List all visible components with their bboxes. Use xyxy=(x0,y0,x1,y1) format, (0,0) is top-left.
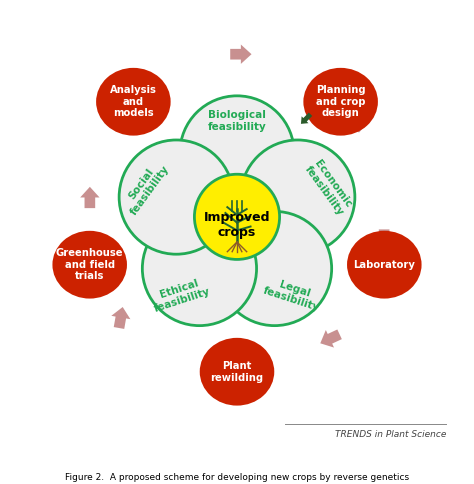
Text: Figure 2.  A proposed scheme for developing new crops by reverse genetics: Figure 2. A proposed scheme for developi… xyxy=(65,472,409,482)
Text: Analysis
and
models: Analysis and models xyxy=(110,85,157,118)
FancyArrow shape xyxy=(111,307,130,329)
FancyArrow shape xyxy=(374,229,394,251)
Text: Economic
feasibility: Economic feasibility xyxy=(302,157,354,217)
FancyArrow shape xyxy=(301,113,312,124)
Circle shape xyxy=(218,212,332,326)
Circle shape xyxy=(241,140,355,254)
Text: Plant
rewilding: Plant rewilding xyxy=(210,361,264,382)
Ellipse shape xyxy=(347,231,421,299)
Text: Social
feasibility: Social feasibility xyxy=(120,157,172,217)
FancyArrow shape xyxy=(349,111,369,133)
Text: Laboratory: Laboratory xyxy=(353,260,415,270)
FancyArrow shape xyxy=(230,45,252,64)
Ellipse shape xyxy=(96,68,171,136)
Text: Biological
feasibility: Biological feasibility xyxy=(208,110,266,132)
Text: Greenhouse
and field
trials: Greenhouse and field trials xyxy=(56,248,123,281)
Text: Planning
and crop
design: Planning and crop design xyxy=(316,85,365,118)
Circle shape xyxy=(142,212,256,326)
Text: Improved
crops: Improved crops xyxy=(204,211,270,239)
Text: Ethical
feasibility: Ethical feasibility xyxy=(149,275,212,314)
FancyArrow shape xyxy=(320,330,342,348)
Circle shape xyxy=(180,96,294,210)
Circle shape xyxy=(194,174,280,259)
Ellipse shape xyxy=(200,338,274,406)
Text: TRENDS in Plant Science: TRENDS in Plant Science xyxy=(335,430,446,439)
Text: Legal
feasibility: Legal feasibility xyxy=(262,275,325,314)
Ellipse shape xyxy=(303,68,378,136)
FancyArrow shape xyxy=(140,93,161,111)
FancyArrow shape xyxy=(80,187,100,208)
FancyArrow shape xyxy=(207,370,228,389)
Ellipse shape xyxy=(53,231,127,299)
Circle shape xyxy=(119,140,233,254)
